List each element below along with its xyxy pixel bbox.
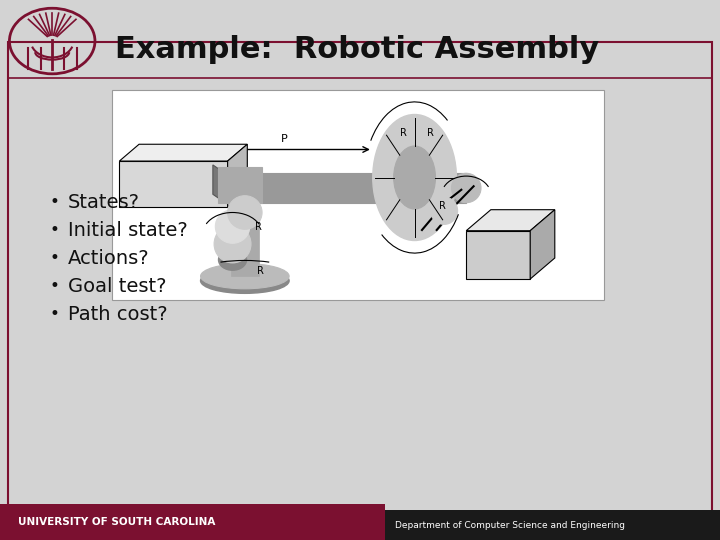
Text: Initial state?: Initial state? [68,220,188,240]
Ellipse shape [218,249,246,270]
Polygon shape [530,210,555,279]
Text: •: • [50,193,60,211]
Ellipse shape [215,210,250,244]
Ellipse shape [373,114,456,240]
Polygon shape [120,161,228,207]
Text: Actions?: Actions? [68,248,150,267]
Polygon shape [213,165,225,202]
Text: R: R [439,201,446,211]
Bar [112,90,604,300]
Ellipse shape [451,173,481,202]
Text: Department of Computer Science and Engineering: Department of Computer Science and Engin… [395,522,625,530]
Ellipse shape [228,195,262,230]
Ellipse shape [431,197,458,225]
Polygon shape [467,231,530,279]
Ellipse shape [214,225,251,263]
Bar [231,181,259,276]
Text: States?: States? [68,192,140,212]
Ellipse shape [201,268,289,293]
Text: R: R [400,127,407,138]
Ellipse shape [394,146,436,209]
Text: R: R [427,127,433,138]
Text: •: • [50,277,60,295]
Text: R: R [255,222,261,232]
Text: Example:  Robotic Assembly: Example: Robotic Assembly [115,36,599,64]
Text: •: • [50,305,60,323]
Bar [217,167,262,202]
Bar [225,173,467,202]
Text: Goal test?: Goal test? [68,276,166,295]
Text: UNIVERSITY OF SOUTH CAROLINA: UNIVERSITY OF SOUTH CAROLINA [18,517,215,527]
Polygon shape [467,210,555,231]
Bar [0,504,385,540]
Polygon shape [228,144,247,207]
Bar [385,510,720,540]
Text: Path cost?: Path cost? [68,305,168,323]
Text: •: • [50,249,60,267]
Text: P: P [281,133,287,144]
Text: •: • [50,221,60,239]
Polygon shape [120,144,247,161]
Text: R: R [257,266,264,276]
Ellipse shape [201,264,289,289]
